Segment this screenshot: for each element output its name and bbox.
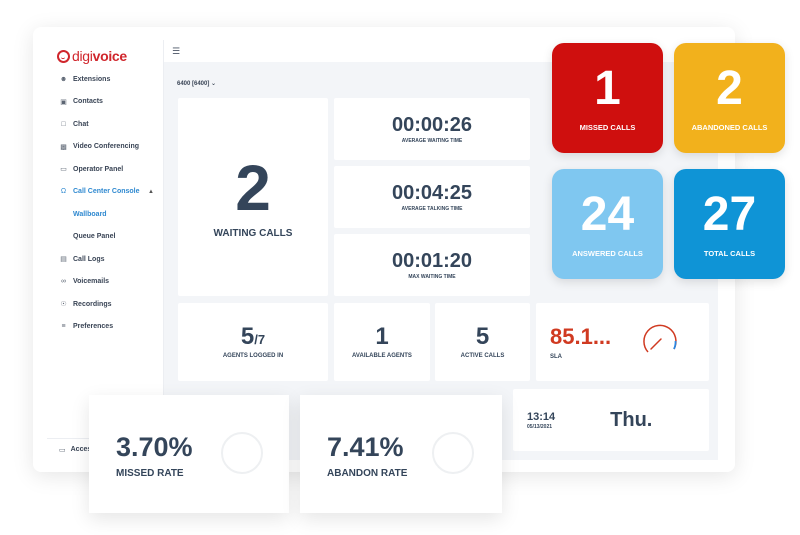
logo-icon [57,49,70,63]
total-calls-label: TOTAL CALLS [703,248,756,258]
avg-waiting-time-value: 00:00:26 [391,113,473,136]
gauge-icon [643,324,677,353]
agents-total-value: /7 [254,332,266,347]
progress-ring-icon [432,432,474,474]
chevron-up-icon: ▲ [148,188,154,195]
menu-toggle-icon[interactable]: ☰ [172,46,181,56]
clock-day: Thu. [610,408,653,431]
active-calls-value: 5 [475,323,490,350]
sidebar-item-contacts[interactable]: ▣ Contacts [60,98,103,106]
answered-calls-value: 24 [580,187,635,241]
active-calls-label: ACTIVE CALLS [460,353,505,359]
access-icon: ▭ [59,446,66,454]
missed-calls-tile: 1 MISSED CALLS [552,43,663,153]
avg-waiting-time-label: AVERAGE WAITING TIME [401,137,463,144]
sidebar-item-call-logs[interactable]: ▤ Call Logs [60,255,105,264]
sla-card: 85.1... SLA [536,303,709,381]
available-agents-label: AVAILABLE AGENTS [352,353,412,359]
brand-prefix: digi [72,48,93,64]
active-calls-card: 5 ACTIVE CALLS [435,303,530,381]
avg-talking-time-value: 00:04:25 [391,181,473,204]
microphone-icon: ☉ [60,301,67,309]
waiting-calls-card: 2 WAITING CALLS [178,98,328,296]
abandon-rate-value: 7.41% [327,432,404,462]
sidebar-item-video-conferencing[interactable]: ▩ Video Conferencing [60,143,139,151]
available-agents-value: 1 [375,323,389,350]
video-icon: ▩ [60,143,67,151]
agents-logged-in-value: 5 [240,323,255,350]
missed-rate-card: 3.70% MISSED RATE [89,395,289,513]
sidebar-item-recordings[interactable]: ☉ Recordings [60,300,112,309]
chat-icon: □ [61,120,66,128]
avg-talking-time-label: AVERAGE TALKING TIME [401,205,463,212]
sidebar-item-chat[interactable]: □ Chat [47,113,164,136]
missed-rate-value: 3.70% [116,432,193,462]
waiting-calls-value: 2 [235,151,271,224]
brand-suffix: voice [92,48,128,64]
contacts-icon: ▣ [60,98,67,106]
sidebar-item-preferences[interactable]: ≡ Preferences [47,316,164,339]
preferences-icon: ≡ [61,323,66,331]
agents-logged-in-card: 5/7 AGENTS LOGGED IN [178,303,328,381]
abandoned-calls-tile: 2 ABANDONED CALLS [674,43,785,153]
headset-icon: Ω [60,188,67,196]
waiting-calls-label: WAITING CALLS [213,227,293,239]
clock-date: 05/13/2021 [527,423,553,430]
sidebar-item-queue-panel[interactable]: Queue Panel [73,233,116,241]
total-calls-tile: 27 TOTAL CALLS [674,169,785,279]
sidebar-item-wallboard[interactable]: Wallboard [73,210,107,218]
abandoned-calls-value: 2 [716,61,743,115]
max-waiting-time-label: MAX WAITING TIME [408,273,456,280]
avg-waiting-time-card: 00:00:26 AVERAGE WAITING TIME [334,98,530,160]
progress-ring-icon [221,432,263,474]
max-waiting-time-value: 00:01:20 [391,249,473,272]
sla-label: SLA [550,354,562,360]
sidebar-item-call-center-console[interactable]: Ω Call Center Console ▲ [60,188,154,196]
clock-card: 13:14 05/13/2021 Thu. [513,389,709,451]
voicemail-icon: ∞ [61,278,66,286]
total-calls-value: 27 [702,187,757,241]
call-log-icon: ▤ [60,256,67,264]
agents-logged-in-label: AGENTS LOGGED IN [222,353,284,359]
abandon-rate-card: 7.41% ABANDON RATE [300,395,502,513]
sidebar-item-operator-panel[interactable]: ▭ Operator Panel [60,165,124,174]
monitor-icon: ▭ [60,166,67,174]
queue-selector[interactable]: 6400 [6400] ⌄ [177,81,217,87]
abandoned-calls-label: ABANDONED CALLS [691,122,768,132]
answered-calls-tile: 24 ANSWERED CALLS [552,169,663,279]
clock-time: 13:14 [527,410,556,423]
avg-talking-time-card: 00:04:25 AVERAGE TALKING TIME [334,166,530,228]
max-waiting-time-card: 00:01:20 MAX WAITING TIME [334,234,530,296]
users-icon: ☻ [59,75,68,83]
sla-value: 85.1... [550,324,612,349]
sidebar-item-extensions[interactable]: ☻ Extensions [59,75,111,83]
chevron-down-icon: ⌄ [211,81,217,87]
answered-calls-label: ANSWERED CALLS [572,248,643,258]
logo: digivoice [57,48,127,64]
missed-rate-label: MISSED RATE [116,468,184,479]
sidebar-item-voicemails[interactable]: ∞ Voicemails [61,278,110,286]
sidebar-nav: ☻ Extensions ▣ Contacts □ Chat ▩ Video Confe… [47,68,164,338]
missed-calls-value: 1 [594,61,621,115]
missed-calls-label: MISSED CALLS [579,122,636,132]
abandon-rate-label: ABANDON RATE [327,468,408,479]
available-agents-card: 1 AVAILABLE AGENTS [334,303,430,381]
